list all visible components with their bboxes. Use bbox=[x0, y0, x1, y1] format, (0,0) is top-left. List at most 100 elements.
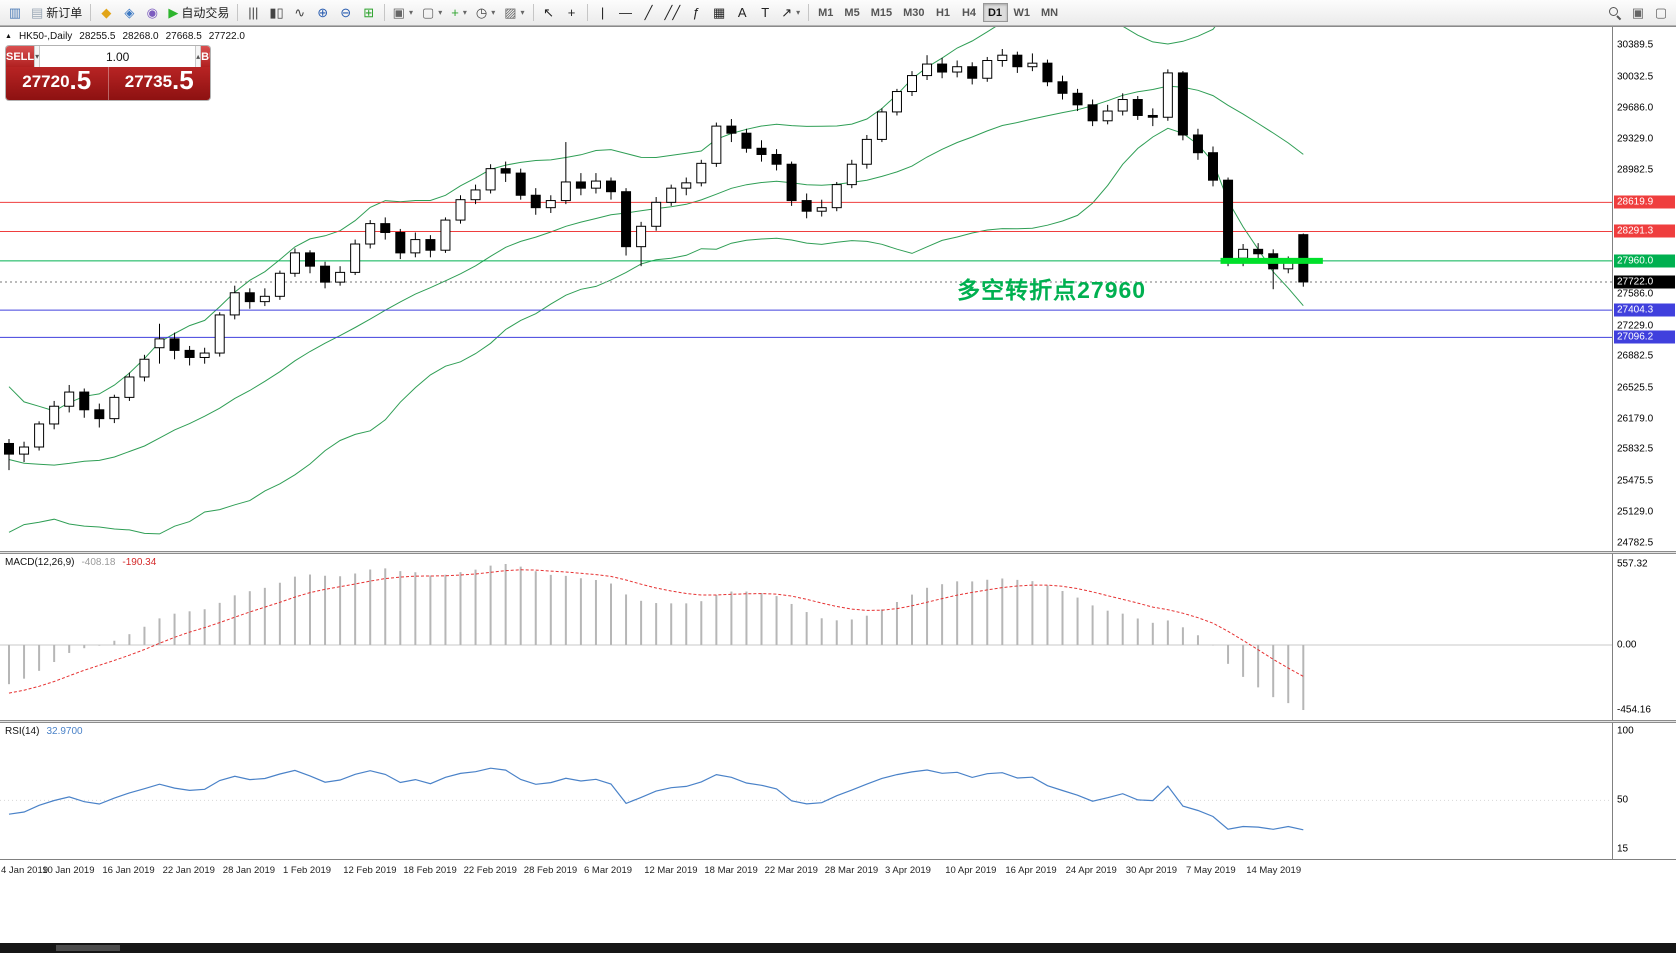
vertical-line-icon[interactable]: | bbox=[592, 2, 614, 23]
rsi-line bbox=[8, 767, 1304, 831]
buy-button[interactable]: BUY bbox=[201, 46, 210, 67]
toolbar-separator bbox=[808, 4, 810, 21]
time-axis-labels: 4 Jan 2019 10 Jan 2019 16 Jan 2019 22 Jan 2… bbox=[0, 860, 1612, 881]
charts-icon[interactable]: ▥ bbox=[4, 2, 26, 23]
sell-button[interactable]: SELL bbox=[6, 46, 35, 67]
line-chart-icon: ∿ bbox=[294, 5, 306, 20]
timeframe-H4[interactable]: H4 bbox=[961, 6, 977, 19]
label-icon[interactable]: T bbox=[754, 2, 776, 23]
timeframe-H1[interactable]: H1 bbox=[935, 6, 951, 19]
zoom-out-icon[interactable]: ⊖ bbox=[335, 2, 357, 23]
periods-icon[interactable]: ◷ ▾ bbox=[472, 2, 499, 23]
price-tick: 25832.5 bbox=[1617, 443, 1654, 455]
symbol-period-label: HK50-,Daily bbox=[18, 31, 73, 42]
dropdown-caret-icon: ▾ bbox=[462, 8, 467, 17]
shapes-icon: ▦ bbox=[713, 5, 726, 20]
chart-annotation: 多空转折点27960 bbox=[957, 276, 1147, 303]
panel-splitter[interactable] bbox=[0, 551, 1676, 554]
timeframe-W1[interactable]: W1 bbox=[1013, 6, 1031, 19]
timeframe-M1[interactable]: M1 bbox=[818, 6, 834, 19]
time-axis[interactable]: 4 Jan 2019 10 Jan 2019 16 Jan 2019 22 Jan 2… bbox=[0, 859, 1676, 881]
rsi-tick: 100 bbox=[1617, 725, 1634, 737]
new-chart-icon[interactable]: ▣ ▾ bbox=[389, 2, 417, 23]
rsi-tick: 15 bbox=[1617, 843, 1629, 855]
date-label: 28 Mar 2019 bbox=[824, 865, 879, 876]
profiles-icon[interactable]: ▢ ▾ bbox=[418, 2, 446, 23]
new-order-button[interactable]: ▤ 新订单 bbox=[27, 2, 86, 23]
tile-windows-icon[interactable]: ⊞ bbox=[358, 2, 380, 23]
rsi-title: RSI(14) bbox=[5, 726, 40, 737]
line-chart-icon[interactable]: ∿ bbox=[289, 2, 311, 23]
crosshair-icon[interactable]: + bbox=[561, 2, 583, 23]
rsi-plot[interactable]: RSI(14) 32.9700 bbox=[0, 723, 1612, 859]
price-level-badge: 27960.0 bbox=[1614, 254, 1675, 268]
data-window-icon[interactable]: ◈ bbox=[118, 2, 140, 23]
timeframe-MN[interactable]: MN bbox=[1041, 6, 1059, 19]
price-scale[interactable]: 30389.5 30032.5 29686.0 29329.0 28982.5 27586… bbox=[1612, 27, 1676, 551]
chart-window: ▲ HK50-,Daily 28255.5 28268.0 27668.5 27… bbox=[0, 26, 1676, 881]
horizontal-line-icon: — bbox=[619, 5, 633, 20]
sell-price[interactable]: 27720.5 bbox=[6, 67, 108, 100]
price-plot[interactable]: ▲ HK50-,Daily 28255.5 28268.0 27668.5 27… bbox=[0, 27, 1612, 551]
date-label: 30 Apr 2019 bbox=[1125, 865, 1178, 876]
bollinger-lower-band bbox=[8, 127, 1304, 535]
price-panel: ▲ HK50-,Daily 28255.5 28268.0 27668.5 27… bbox=[0, 27, 1676, 551]
search-icon[interactable] bbox=[1604, 2, 1626, 23]
zoom-in-icon[interactable]: ⊕ bbox=[312, 2, 334, 23]
one-click-trading-widget: SELL ▾ ▴ BUY 27720.5 27735.5 bbox=[6, 46, 210, 100]
bar-chart-icon: ||| bbox=[248, 5, 259, 20]
market-watch-icon[interactable]: ◆ bbox=[95, 2, 117, 23]
date-label: 28 Feb 2019 bbox=[523, 865, 578, 876]
chart-autoscroll-icon[interactable]: ▢ bbox=[1650, 2, 1672, 23]
cursor-icon: ↖ bbox=[543, 5, 554, 20]
templates-icon[interactable]: ▨ ▾ bbox=[500, 2, 528, 23]
trendline-icon[interactable]: ╱ bbox=[638, 2, 660, 23]
indicators-icon[interactable]: + ▾ bbox=[447, 2, 471, 23]
shapes-icon[interactable]: ▦ bbox=[708, 2, 730, 23]
toolbar-separator bbox=[586, 4, 588, 21]
horizontal-line-icon[interactable]: — bbox=[615, 2, 637, 23]
window-filler bbox=[0, 881, 1676, 943]
channel-icon[interactable]: ╱╱ bbox=[661, 2, 685, 23]
date-label: 22 Feb 2019 bbox=[463, 865, 517, 876]
date-label: 10 Apr 2019 bbox=[945, 865, 997, 876]
arrows-icon[interactable]: ↗ ▾ bbox=[777, 2, 804, 23]
timeframe-M5[interactable]: M5 bbox=[844, 6, 860, 19]
volume-input[interactable] bbox=[40, 46, 196, 67]
macd-plot[interactable]: MACD(12,26,9) -408.18 -190.34 bbox=[0, 554, 1612, 720]
timeframe-D1[interactable]: D1 bbox=[982, 3, 1008, 22]
fibonacci-icon[interactable]: ƒ bbox=[685, 2, 707, 23]
buy-price[interactable]: 27735.5 bbox=[107, 65, 211, 100]
macd-scale[interactable]: 557.32 0.00 -454.16 bbox=[1612, 554, 1676, 720]
cursor-icon[interactable]: ↖ bbox=[538, 2, 560, 23]
current-price-badge: 27722.0 bbox=[1614, 275, 1675, 289]
panel-splitter[interactable] bbox=[0, 720, 1676, 723]
timeframe-M30[interactable]: M30 bbox=[903, 6, 925, 19]
text-icon[interactable]: A bbox=[731, 2, 753, 23]
navigator-icon: ◉ bbox=[146, 5, 158, 20]
candles-layer bbox=[4, 48, 1309, 471]
price-tick: 25129.0 bbox=[1617, 506, 1654, 518]
volume-decrease-button[interactable]: ▾ bbox=[34, 46, 41, 67]
ohlc-low: 27668.5 bbox=[165, 31, 202, 42]
toolbar-separator bbox=[532, 4, 534, 21]
price-chart-svg bbox=[0, 27, 1612, 535]
bar-chart-icon[interactable]: ||| bbox=[242, 2, 264, 23]
price-level-badge: 27096.2 bbox=[1614, 330, 1675, 344]
volume-increase-button[interactable]: ▴ bbox=[195, 46, 202, 67]
buy-price-pips: .5 bbox=[172, 65, 194, 95]
date-label: 16 Jan 2019 bbox=[102, 865, 155, 876]
price-tick: 26525.5 bbox=[1617, 382, 1654, 394]
chart-shift-icon[interactable]: ▣ bbox=[1627, 2, 1649, 23]
taskbar-item bbox=[56, 945, 120, 951]
rsi-scale[interactable]: 100 50 15 bbox=[1612, 723, 1676, 859]
rsi-label: RSI(14) 32.9700 bbox=[5, 726, 83, 737]
date-label: 1 Feb 2019 bbox=[283, 865, 332, 876]
candlestick-chart-icon[interactable]: ▮▯ bbox=[265, 2, 287, 23]
toolbar-separator bbox=[90, 4, 92, 21]
new-order-button-label: 新订单 bbox=[46, 6, 83, 20]
autotrading-button[interactable]: ▶ 自动交易 bbox=[164, 2, 233, 23]
timeframe-M15[interactable]: M15 bbox=[870, 6, 893, 19]
market-watch-icon: ◆ bbox=[101, 5, 112, 20]
navigator-icon[interactable]: ◉ bbox=[141, 2, 163, 23]
